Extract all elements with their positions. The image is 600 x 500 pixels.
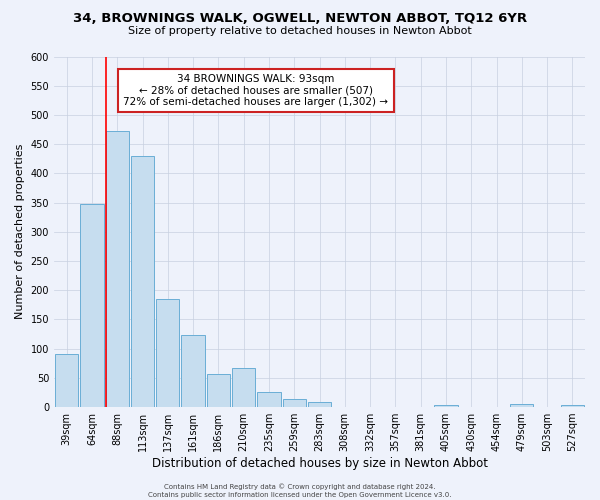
Bar — [181, 334, 205, 407]
Y-axis label: Number of detached properties: Number of detached properties — [15, 144, 25, 320]
Bar — [106, 130, 129, 407]
Bar — [80, 204, 104, 407]
Bar — [257, 392, 281, 407]
Bar — [156, 299, 179, 407]
Bar — [510, 404, 533, 407]
Text: Contains HM Land Registry data © Crown copyright and database right 2024.
Contai: Contains HM Land Registry data © Crown c… — [148, 484, 452, 498]
Bar — [283, 400, 306, 407]
Bar — [561, 406, 584, 407]
Bar — [55, 354, 79, 407]
Bar — [131, 156, 154, 407]
Bar — [308, 402, 331, 407]
Bar — [434, 406, 458, 407]
Text: Size of property relative to detached houses in Newton Abbot: Size of property relative to detached ho… — [128, 26, 472, 36]
Text: 34 BROWNINGS WALK: 93sqm
← 28% of detached houses are smaller (507)
72% of semi-: 34 BROWNINGS WALK: 93sqm ← 28% of detach… — [124, 74, 388, 107]
X-axis label: Distribution of detached houses by size in Newton Abbot: Distribution of detached houses by size … — [152, 457, 488, 470]
Text: 34, BROWNINGS WALK, OGWELL, NEWTON ABBOT, TQ12 6YR: 34, BROWNINGS WALK, OGWELL, NEWTON ABBOT… — [73, 12, 527, 26]
Bar — [207, 374, 230, 407]
Bar — [232, 368, 256, 407]
